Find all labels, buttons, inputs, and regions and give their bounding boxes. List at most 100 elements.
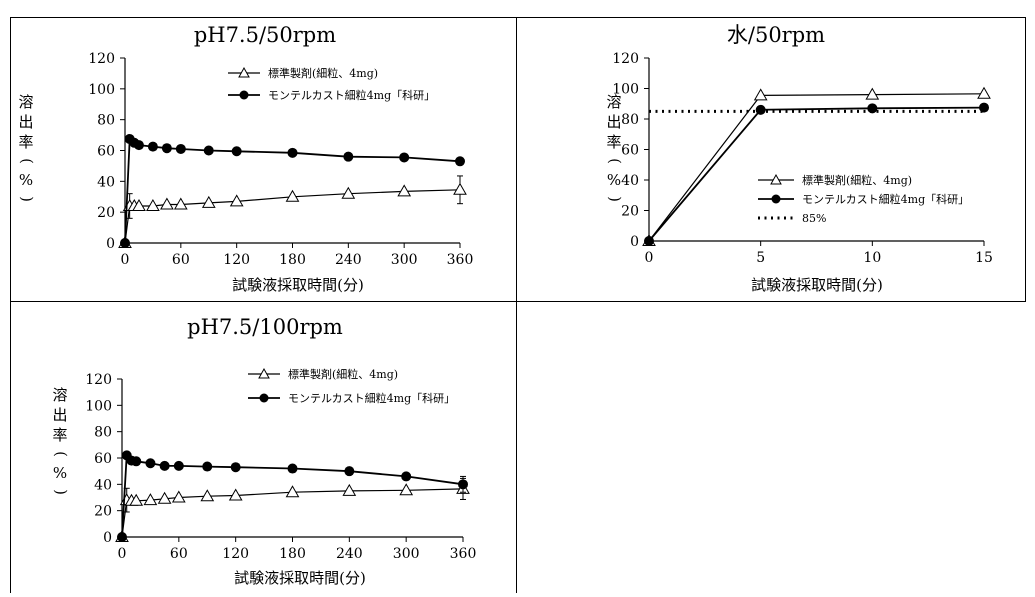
x-tick-label: 0 [121, 252, 130, 268]
data-point-reference [285, 189, 300, 202]
x-tick-label: 5 [756, 250, 765, 266]
chart-panel-ph75-100rpm: pH7.5/100rpm 溶 出 率 ( % ) 試験液採取時間(分) 0 20 4… [52, 315, 476, 587]
data-point-reference [157, 491, 172, 504]
data-point-test [203, 145, 214, 156]
legend-label: 標準製剤(細粒、4mg) [268, 66, 378, 80]
data-point-reference [399, 483, 414, 496]
chart-panel-water-50rpm: 水/50rpm 溶 出 率 ( % ) 試験液採取時間(分) 0 20 40 60 80… [606, 23, 993, 294]
y-axis-label-char: 溶 [606, 93, 621, 111]
legend-swatch-triangle [258, 367, 270, 379]
x-tick-label: 120 [222, 546, 249, 562]
data-point-test [287, 463, 298, 474]
legend-swatch-triangle [770, 173, 782, 185]
y-tick-label: 20 [621, 204, 639, 220]
data-point-test [230, 462, 241, 473]
y-axis-label-char: ) [606, 196, 624, 202]
data-point-test [287, 147, 298, 158]
data-point-test [755, 104, 766, 115]
y-axis-label: 溶 出 率 ( % ) [52, 386, 70, 495]
chart-panel-ph75-50rpm: pH7.5/50rpm 溶 出 率 ( % ) 試験液採取時間(分) 0 20 40… [18, 23, 473, 294]
legend-swatch-circle [771, 194, 781, 204]
y-axis-label-char: 率 [18, 133, 33, 151]
y-axis-label-char: ( [18, 158, 36, 164]
x-tick-label: 240 [336, 546, 363, 562]
x-tick-label: 180 [279, 252, 306, 268]
chart-title: 水/50rpm [727, 23, 825, 47]
y-tick-label: 100 [612, 82, 639, 98]
data-point-test [343, 151, 354, 162]
y-tick-label: 80 [97, 113, 115, 129]
data-point-reference [341, 186, 356, 199]
data-point-reference [229, 194, 244, 207]
data-point-test [644, 236, 654, 246]
y-tick-label: 20 [94, 504, 112, 520]
series-line-test [648, 106, 985, 242]
data-point-reference [285, 485, 300, 498]
y-tick-label: 100 [85, 398, 112, 414]
y-tick-label: 100 [88, 82, 115, 98]
y-tick-label: 120 [612, 51, 639, 67]
data-point-test [344, 466, 355, 477]
y-axis-label: 溶 出 率 ( % ) [606, 93, 624, 202]
y-axis-label-char: 率 [606, 133, 621, 151]
data-point-reference [228, 488, 243, 501]
y-axis-label-char: ) [52, 489, 70, 495]
data-point-test [131, 456, 142, 467]
data-point-reference [342, 483, 357, 496]
data-point-test [117, 532, 127, 542]
data-point-reference [201, 195, 216, 208]
data-point-reference [173, 197, 188, 210]
legend-label: モンテルカスト細粒4mg「科研」 [268, 88, 435, 102]
y-axis-label-char: ) [18, 196, 36, 202]
data-point-test [455, 156, 465, 167]
y-tick-label: 40 [94, 477, 112, 493]
data-point-test [175, 143, 186, 154]
data-point-reference [865, 87, 880, 100]
y-tick-label: 80 [621, 112, 639, 128]
y-axis-label-char: 出 [52, 406, 67, 424]
data-point-test [173, 460, 184, 471]
y-axis-label-char: % [53, 464, 67, 482]
y-tick-label: 40 [97, 174, 115, 190]
y-axis-label-char: 出 [606, 113, 621, 131]
data-point-reference [977, 86, 991, 99]
table-frame [10, 17, 1026, 593]
legend-swatch-circle [259, 393, 269, 403]
y-axis-label-char: ( [606, 158, 624, 164]
data-point-reference [132, 198, 146, 211]
data-point-reference [200, 489, 215, 502]
chart-title: pH7.5/50rpm [194, 23, 336, 47]
x-tick-label: 360 [447, 252, 474, 268]
y-tick-label: 60 [621, 143, 639, 159]
y-axis-label-char: % [19, 171, 33, 189]
y-tick-label: 20 [97, 205, 115, 221]
x-axis-label: 試験液採取時間(分) [234, 569, 366, 587]
y-axis-label-char: 出 [18, 113, 33, 131]
data-point-test [120, 238, 130, 248]
y-tick-label: 60 [97, 144, 115, 160]
data-point-reference [160, 197, 174, 210]
data-point-test [867, 103, 878, 114]
data-point-test [401, 471, 412, 482]
data-point-test [147, 141, 158, 152]
data-point-test [161, 143, 172, 154]
x-tick-label: 180 [279, 546, 306, 562]
legend-label: モンテルカスト細粒4mg「科研」 [288, 391, 455, 405]
data-point-test [202, 461, 213, 472]
data-point-test [145, 458, 156, 469]
data-point-reference [753, 88, 768, 101]
data-point-test [399, 152, 410, 163]
data-point-test [458, 479, 468, 490]
y-axis-label-char: 溶 [52, 386, 67, 404]
x-tick-label: 300 [393, 546, 420, 562]
y-tick-label: 120 [88, 51, 115, 67]
y-axis-label-char: 溶 [18, 93, 33, 111]
legend-label: 標準製剤(細粒、4mg) [288, 367, 398, 381]
x-tick-label: 300 [391, 252, 418, 268]
y-tick-label: 80 [94, 425, 112, 441]
data-point-reference [143, 493, 158, 506]
y-tick-label: 0 [103, 530, 112, 546]
x-tick-label: 60 [172, 252, 190, 268]
legend-label: モンテルカスト細粒4mg「科研」 [802, 192, 969, 206]
